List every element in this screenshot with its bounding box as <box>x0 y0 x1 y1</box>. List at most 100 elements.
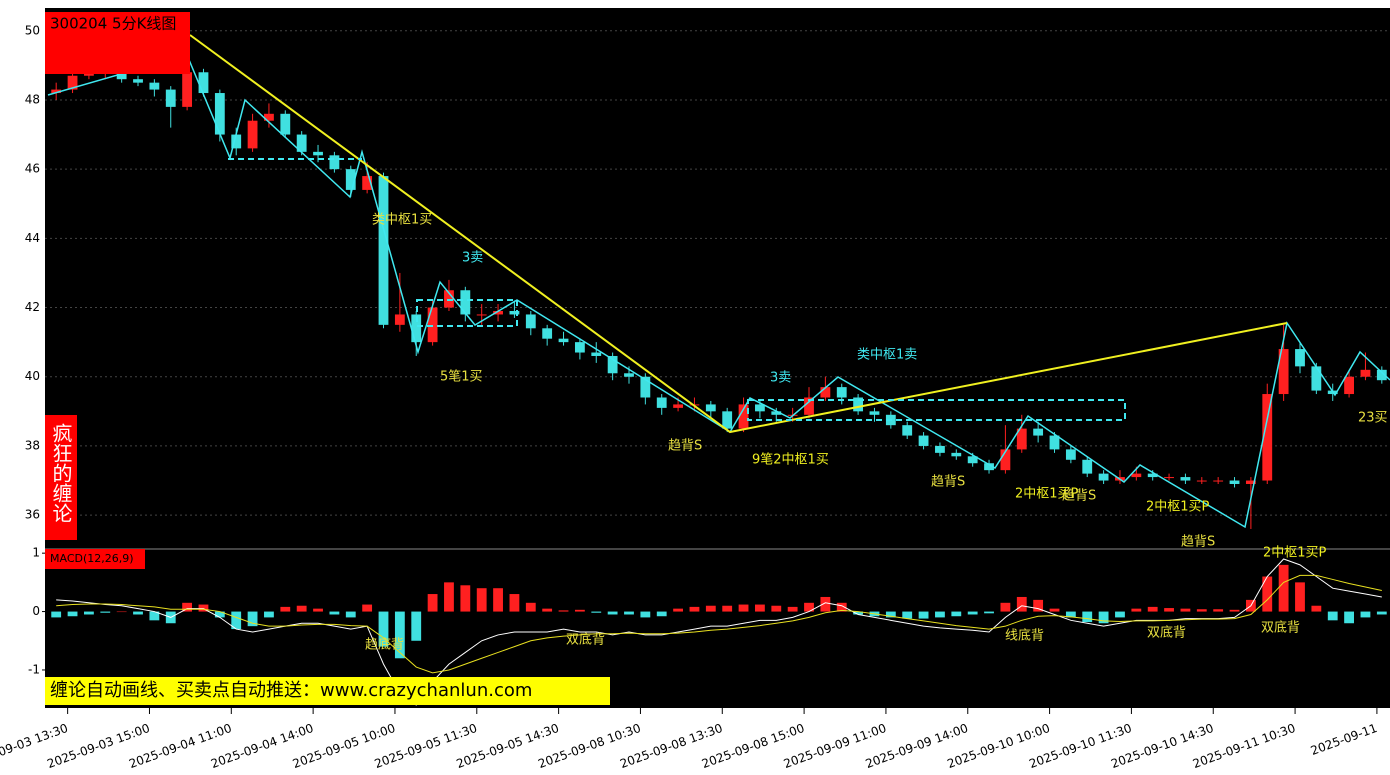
candle-body <box>1213 480 1224 482</box>
candle-body <box>84 72 94 76</box>
macd-bar <box>411 611 422 641</box>
macd-bar <box>542 608 553 612</box>
annotation: 9笔2中枢1买 <box>752 452 829 468</box>
macd-bar <box>902 611 913 619</box>
candle-body <box>165 89 176 107</box>
macd-bar <box>689 606 700 612</box>
candle-body <box>902 425 913 436</box>
candle-body <box>591 352 602 356</box>
y-tick-label: 50 <box>25 23 40 37</box>
macd-bar <box>558 610 569 612</box>
macd-bar <box>673 608 683 612</box>
macd-bar <box>1082 611 1093 623</box>
macd-bar <box>574 609 585 612</box>
y-tick-label: -1 <box>28 662 40 676</box>
macd-bar <box>738 604 749 612</box>
macd-bar <box>624 611 634 615</box>
candle-body <box>984 463 994 471</box>
candle-body <box>853 397 864 412</box>
macd-bar <box>345 611 356 618</box>
annotation: 类中枢1买 <box>372 213 432 228</box>
candle-body <box>362 176 373 190</box>
y-tick-label: 46 <box>25 162 40 176</box>
annotation: 双底背 <box>1147 625 1186 641</box>
side-label: 疯狂的缠论 <box>49 423 73 523</box>
y-tick-label: 42 <box>25 300 40 314</box>
macd-bar <box>1098 611 1109 624</box>
annotation: 趋背S <box>931 475 965 490</box>
candle-body <box>1098 473 1109 481</box>
macd-bar <box>1213 609 1224 612</box>
macd-bar <box>836 602 847 612</box>
candle-body <box>149 82 160 90</box>
macd-bar <box>247 611 258 627</box>
candle-body <box>116 72 127 80</box>
macd-bar <box>182 602 193 612</box>
macd-bar <box>1115 611 1125 618</box>
y-tick-label: 40 <box>25 369 40 383</box>
macd-bar <box>1049 608 1060 612</box>
candle-body <box>558 338 569 343</box>
macd-bar <box>378 611 389 647</box>
macd-bar <box>427 594 438 612</box>
candle-body <box>738 404 749 429</box>
candle-body <box>1245 480 1256 484</box>
candle-body <box>705 404 716 412</box>
side-label-box <box>45 415 77 540</box>
macd-bar <box>214 611 225 618</box>
macd-bar <box>231 611 242 630</box>
candle-body <box>836 387 847 398</box>
macd-label-box <box>45 549 145 569</box>
overlay <box>47 34 1390 529</box>
macd-bar <box>1311 605 1322 612</box>
macd-bar <box>296 605 307 612</box>
candle-body <box>771 411 782 415</box>
annotation: 5笔1买 <box>440 369 483 385</box>
macd-bar <box>149 611 160 621</box>
candle-body <box>378 176 389 325</box>
candle-body <box>951 452 962 457</box>
candle-body <box>935 445 945 453</box>
annotation: 趋背S <box>1181 535 1215 550</box>
macd-bar <box>820 596 831 612</box>
pivot-box <box>416 299 518 327</box>
candle-body <box>755 404 765 412</box>
candle-body <box>313 151 323 156</box>
chart-title: 300204 5分K线图 <box>50 15 176 33</box>
macd-label: MACD(12,26,9) <box>50 552 134 565</box>
macd-bar <box>1262 576 1273 612</box>
macd-bar <box>1278 564 1289 612</box>
candle-body <box>1180 477 1191 481</box>
macd-bar <box>1180 608 1191 612</box>
stroke-line <box>47 54 1390 529</box>
candle-body <box>280 113 291 135</box>
macd-bar <box>722 605 733 612</box>
candle-body <box>67 75 78 90</box>
macd-bar <box>918 611 929 619</box>
macd-bar <box>1196 609 1207 612</box>
annotation: 趋底背 <box>365 637 404 653</box>
annotation: 3卖 <box>770 371 791 386</box>
candle-body <box>247 120 258 149</box>
macd-bar <box>1131 608 1142 612</box>
candle-body <box>1262 394 1273 481</box>
macd-bar <box>509 594 520 612</box>
macd-bar <box>1295 582 1305 612</box>
macd-bar <box>771 605 782 612</box>
candle-body <box>1131 473 1142 478</box>
candle-body <box>607 355 618 374</box>
candle-body <box>133 79 143 83</box>
y-tick-label: 44 <box>25 231 40 245</box>
candle-body <box>673 404 683 408</box>
macd-bar <box>591 611 602 613</box>
macd-bar <box>67 611 78 617</box>
macd-bar <box>705 605 716 612</box>
y-tick-label: 36 <box>25 508 40 522</box>
macd-bar <box>1147 606 1158 612</box>
candle-body <box>804 397 814 415</box>
candle-body <box>624 373 634 377</box>
y-tick-label: 38 <box>25 438 40 452</box>
candle-body <box>476 314 487 316</box>
